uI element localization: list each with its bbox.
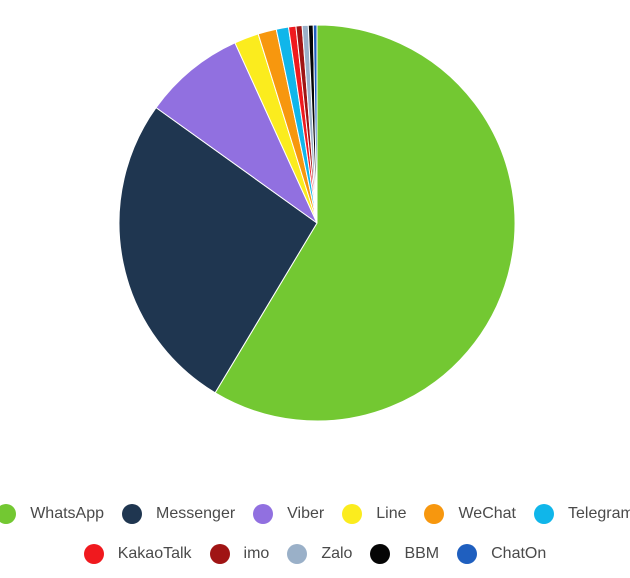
- legend-item-whatsapp[interactable]: WhatsApp: [0, 504, 104, 524]
- legend-item-imo[interactable]: imo: [209, 544, 270, 564]
- legend-label: Messenger: [156, 505, 236, 522]
- legend-swatch: [370, 544, 391, 564]
- legend-item-zalo[interactable]: Zalo: [287, 544, 352, 564]
- legend-item-telegram[interactable]: Telegram: [534, 504, 630, 524]
- legend-item-chaton[interactable]: ChatOn: [457, 544, 546, 564]
- legend-item-wechat[interactable]: WeChat: [424, 504, 516, 524]
- legend-label: Viber: [287, 505, 325, 522]
- legend-swatch: [209, 544, 230, 564]
- legend-item-line[interactable]: Line: [342, 504, 406, 524]
- legend-swatch: [83, 544, 104, 564]
- pie-slice-messenger[interactable]: [118, 107, 318, 394]
- legend-label: BBM: [404, 545, 440, 562]
- pie-slice-whatsapp[interactable]: [214, 24, 516, 422]
- legend-label: ChatOn: [491, 545, 547, 562]
- legend-item-kakaotalk[interactable]: KakaoTalk: [83, 544, 192, 564]
- legend-swatch: [0, 504, 17, 524]
- legend-label: WeChat: [458, 505, 516, 522]
- pie-slice-chaton[interactable]: [312, 24, 318, 224]
- legend-label: Line: [376, 505, 407, 522]
- legend-swatch: [287, 544, 308, 564]
- legend-swatch: [253, 504, 274, 524]
- legend-label: imo: [243, 545, 270, 562]
- pie-slice-viber[interactable]: [155, 42, 318, 224]
- legend-row-1: WhatsApp Messenger Viber Line WeChat Telegram: [0, 504, 630, 524]
- legend-label: WhatsApp: [30, 505, 105, 522]
- legend-item-viber[interactable]: Viber: [253, 504, 324, 524]
- legend-swatch: [122, 504, 143, 524]
- pie-chart: [118, 24, 516, 422]
- legend-swatch: [342, 504, 363, 524]
- legend-swatch: [424, 504, 445, 524]
- legend-row-2: KakaoTalk imo Zalo BBM ChatOn: [0, 544, 630, 564]
- legend-swatch: [534, 504, 554, 524]
- legend-label: KakaoTalk: [117, 545, 192, 562]
- pie-slices: [118, 24, 516, 422]
- legend-label: Telegram: [568, 505, 630, 522]
- legend-swatch: [457, 544, 478, 564]
- legend-item-bbm[interactable]: BBM: [370, 544, 439, 564]
- legend-item-messenger[interactable]: Messenger: [122, 504, 235, 524]
- legend-label: Zalo: [321, 545, 353, 562]
